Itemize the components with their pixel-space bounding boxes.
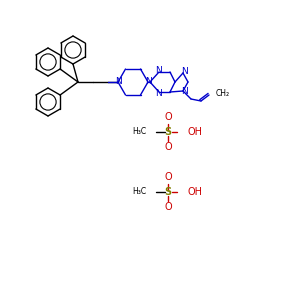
Text: O: O: [164, 172, 172, 182]
Text: OH: OH: [188, 127, 203, 137]
Text: O: O: [164, 142, 172, 152]
Text: H₃C: H₃C: [132, 187, 146, 196]
Text: CH₂: CH₂: [216, 88, 230, 98]
Text: S: S: [164, 187, 172, 197]
Text: OH: OH: [188, 187, 203, 197]
Text: N: N: [182, 88, 188, 97]
Text: O: O: [164, 112, 172, 122]
Text: N: N: [115, 77, 122, 86]
Text: S: S: [164, 127, 172, 137]
Text: N: N: [156, 66, 162, 75]
Text: N: N: [156, 89, 162, 98]
Text: O: O: [164, 202, 172, 212]
Text: H₃C: H₃C: [132, 127, 146, 136]
Text: N: N: [145, 77, 152, 86]
Text: N: N: [182, 68, 188, 76]
